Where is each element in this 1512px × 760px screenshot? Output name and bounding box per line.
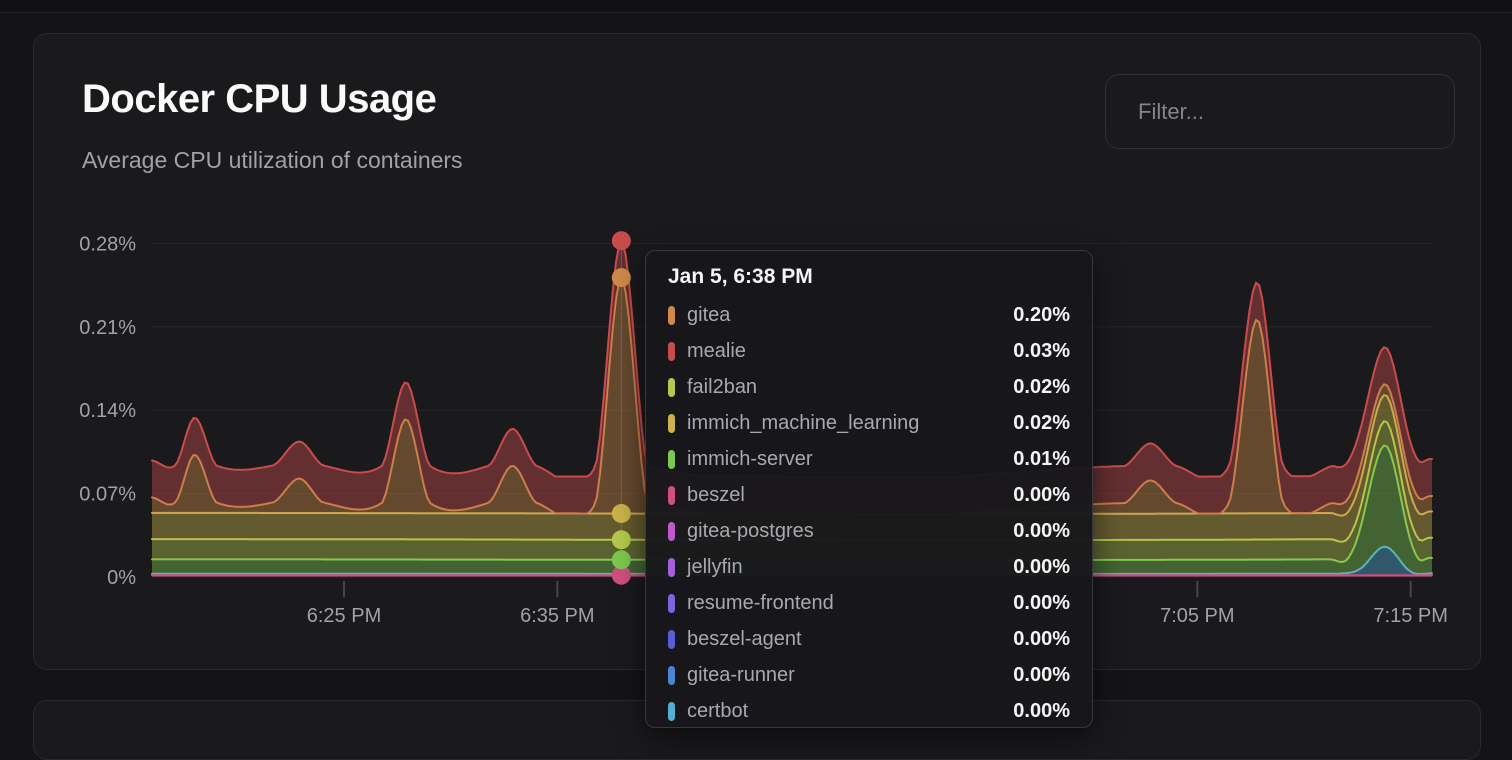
series-color-swatch [668,378,675,397]
container-name: jellyfin [687,556,743,579]
x-axis-label: 6:35 PM [520,605,594,627]
container-cpu-value: 0.02% [1013,412,1070,435]
series-color-swatch [668,342,675,361]
container-cpu-value: 0.00% [1013,628,1070,651]
hover-dot-fail2ban [612,530,631,549]
series-color-swatch [668,306,675,325]
y-axis-label: 0.28% [79,233,136,255]
container-name: gitea-postgres [687,520,814,543]
container-cpu-value: 0.01% [1013,448,1070,471]
hover-dot-mealie [612,231,631,250]
hover-dot-immich_machine_learning [612,504,631,523]
series-color-swatch [668,702,675,721]
y-axis-label: 0.07% [79,484,136,506]
series-color-swatch [668,594,675,613]
container-name: beszel [687,484,745,507]
series-color-swatch [668,666,675,685]
container-cpu-value: 0.00% [1013,700,1070,723]
x-axis-label: 6:25 PM [307,605,381,627]
container-cpu-value: 0.03% [1013,340,1070,363]
container-cpu-value: 0.00% [1013,556,1070,579]
tooltip-row-fail2ban: fail2ban 0.02% [668,369,1070,405]
tooltip-row-gitea: gitea 0.20% [668,297,1070,333]
tooltip-row-gitea-runner: gitea-runner 0.00% [668,657,1070,693]
series-color-swatch [668,486,675,505]
x-axis-label: 7:05 PM [1160,605,1234,627]
container-cpu-value: 0.00% [1013,664,1070,687]
container-name: gitea [687,304,730,327]
container-name: certbot [687,700,748,723]
series-color-swatch [668,558,675,577]
container-name: fail2ban [687,376,757,399]
container-cpu-value: 0.20% [1013,304,1070,327]
hover-dot-immich-server [612,550,631,569]
container-name: immich-server [687,448,813,471]
y-axis-label: 0% [107,567,136,589]
tooltip-row-mealie: mealie 0.03% [668,333,1070,369]
hover-dot-gitea [612,268,631,287]
tooltip-row-beszel-agent: beszel-agent 0.00% [668,621,1070,657]
container-cpu-value: 0.00% [1013,592,1070,615]
container-name: gitea-runner [687,664,795,687]
container-name: beszel-agent [687,628,802,651]
tooltip-row-resume-frontend: resume-frontend 0.00% [668,585,1070,621]
series-color-swatch [668,414,675,433]
container-name: resume-frontend [687,592,834,615]
x-axis-label: 7:15 PM [1373,605,1447,627]
tooltip-row-certbot: certbot 0.00% [668,693,1070,729]
tooltip-row-gitea-postgres: gitea-postgres 0.00% [668,513,1070,549]
series-color-swatch [668,450,675,469]
y-axis-label: 0.21% [79,317,136,339]
container-cpu-value: 0.00% [1013,484,1070,507]
tooltip-row-immich_machine_learning: immich_machine_learning 0.02% [668,405,1070,441]
container-name: mealie [687,340,746,363]
container-cpu-value: 0.02% [1013,376,1070,399]
y-axis-label: 0.14% [79,400,136,422]
series-color-swatch [668,522,675,541]
tooltip-row-jellyfin: jellyfin 0.00% [668,549,1070,585]
container-name: immich_machine_learning [687,412,919,435]
page: { "card": { "title": "Docker CPU Usage",… [0,0,1512,716]
tooltip-row-immich-server: immich-server 0.01% [668,441,1070,477]
chart-tooltip: Jan 5, 6:38 PM gitea 0.20% mealie 0.03% fail… [645,250,1093,728]
tooltip-row-beszel: beszel 0.00% [668,477,1070,513]
series-color-swatch [668,630,675,649]
container-cpu-value: 0.00% [1013,520,1070,543]
tooltip-timestamp: Jan 5, 6:38 PM [668,263,1070,291]
